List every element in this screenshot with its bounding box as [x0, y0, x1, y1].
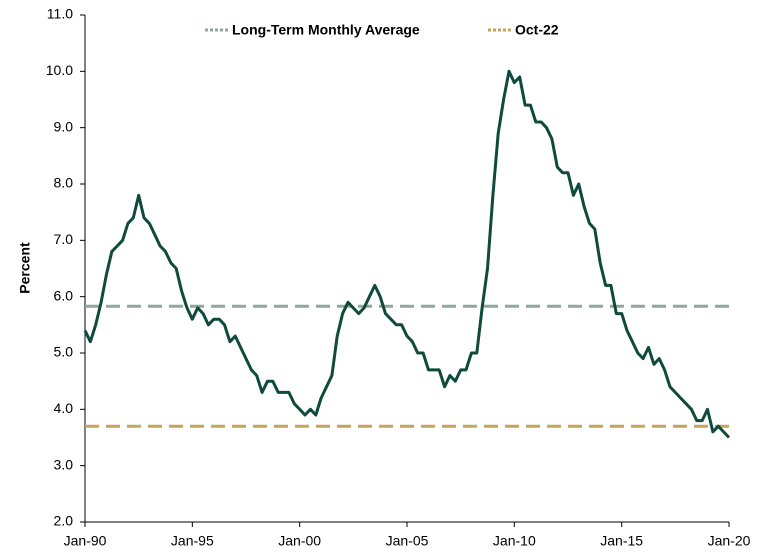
y-tick-label: 3.0 [54, 456, 74, 472]
data-line [83, 69, 731, 439]
x-tick-label: Jan-20 [708, 533, 751, 549]
y-tick-label: 5.0 [54, 344, 74, 360]
y-tick-label: 7.0 [54, 231, 74, 247]
x-tick-label: Jan-95 [171, 533, 214, 549]
x-tick-label: Jan-05 [386, 533, 429, 549]
x-tick-label: Jan-00 [278, 533, 321, 549]
legend-label: Long-Term Monthly Average [232, 22, 420, 38]
x-tick-label: Jan-15 [600, 533, 643, 549]
y-tick-label: 4.0 [54, 400, 74, 416]
x-tick-label: Jan-90 [64, 533, 107, 549]
y-axis-label: Percent [17, 242, 33, 294]
y-tick-label: 2.0 [54, 513, 74, 529]
y-tick-label: 11.0 [47, 6, 73, 22]
x-tick-label: Jan-10 [493, 533, 536, 549]
y-tick-label: 6.0 [54, 287, 74, 303]
y-tick-label: 8.0 [54, 175, 74, 191]
y-tick-label: 10.0 [46, 62, 73, 78]
legend-label: Oct-22 [515, 22, 559, 38]
y-tick-label: 9.0 [54, 118, 74, 134]
